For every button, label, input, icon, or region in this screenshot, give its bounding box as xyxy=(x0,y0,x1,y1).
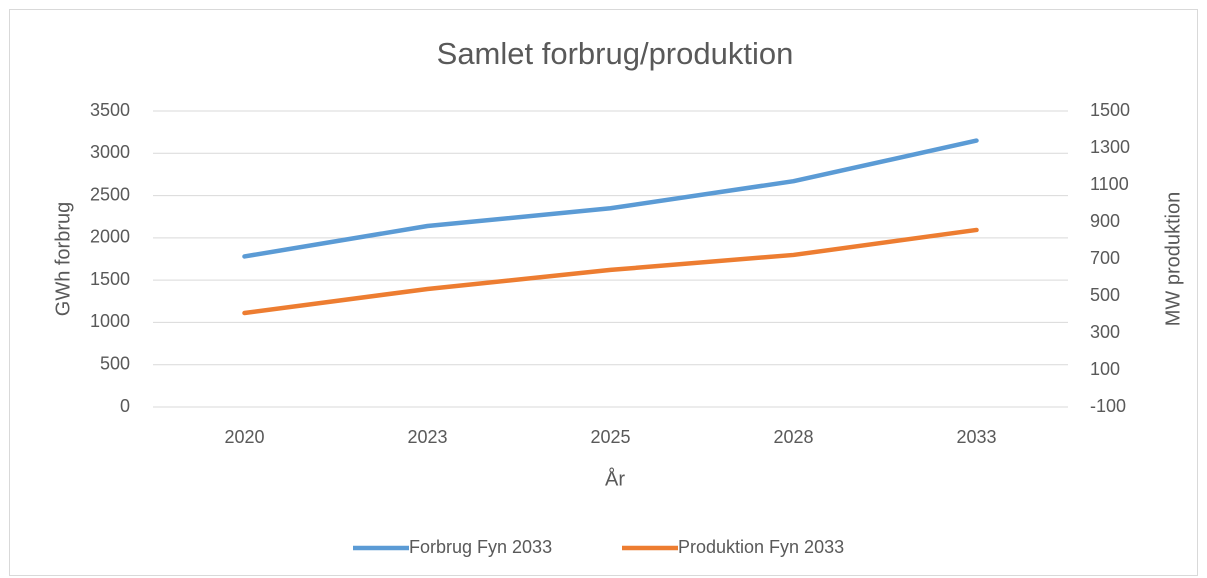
y2-axis-title: MW produktion xyxy=(1162,192,1184,327)
y-axis-title: GWh forbrug xyxy=(52,202,74,316)
y2-tick-label: 100 xyxy=(1090,359,1120,379)
y-tick-label: 3000 xyxy=(90,142,130,162)
y2-tick-label: 1300 xyxy=(1090,137,1130,157)
chart-frame xyxy=(9,9,1198,576)
y2-tick-label: 700 xyxy=(1090,248,1120,268)
series-line xyxy=(242,138,979,259)
legend-label: Produktion Fyn 2033 xyxy=(678,537,844,557)
y2-tick-label: -100 xyxy=(1090,396,1126,416)
y2-tick-label: 300 xyxy=(1090,322,1120,342)
x-tick-label: 2023 xyxy=(407,427,447,447)
x-tick-label: 2025 xyxy=(590,427,630,447)
y-tick-label: 2500 xyxy=(90,184,130,204)
y-tick-label: 500 xyxy=(100,353,130,373)
y2-tick-label: 1500 xyxy=(1090,100,1130,120)
y2-tick-label: 900 xyxy=(1090,211,1120,231)
y-tick-label: 1500 xyxy=(90,269,130,289)
x-tick-label: 2020 xyxy=(224,427,264,447)
y-tick-label: 0 xyxy=(120,396,130,416)
x-tick-label: 2028 xyxy=(773,427,813,447)
y-tick-label: 1000 xyxy=(90,311,130,331)
x-tick-label: 2033 xyxy=(956,427,996,447)
y2-tick-label: 1100 xyxy=(1090,174,1129,194)
series-line xyxy=(242,227,979,316)
y2-tick-label: 500 xyxy=(1090,285,1120,305)
chart-title: Samlet forbrug/produktion xyxy=(437,36,794,71)
y-tick-label: 2000 xyxy=(90,227,130,247)
x-axis-title: År xyxy=(605,467,625,490)
legend-label: Forbrug Fyn 2033 xyxy=(409,537,552,557)
y-tick-label: 3500 xyxy=(90,100,130,120)
